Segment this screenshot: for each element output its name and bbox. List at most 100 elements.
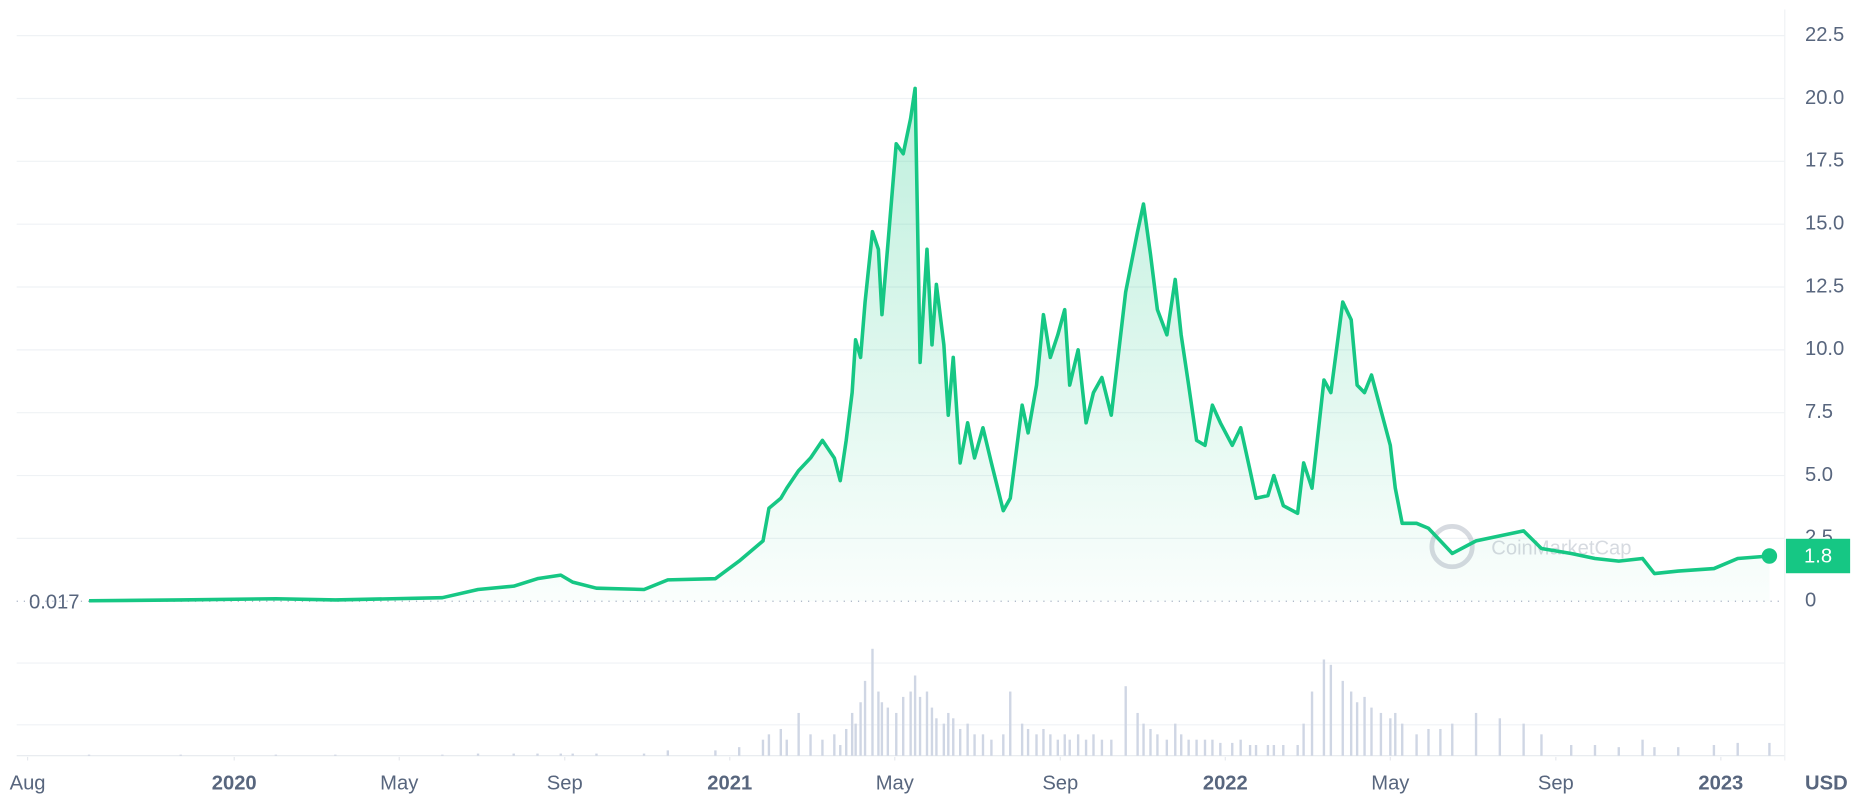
volume-bar <box>1355 702 1359 756</box>
volume-bar <box>1341 680 1344 756</box>
volume-bar <box>666 750 670 756</box>
volume-bar <box>1389 718 1392 756</box>
volume-bar <box>930 707 934 756</box>
volume-bar <box>1302 723 1305 756</box>
volume-bar <box>1379 712 1383 756</box>
volume-bar <box>913 675 917 756</box>
volume-bar <box>1617 747 1620 756</box>
volume-bar <box>1187 739 1190 756</box>
volume-bar <box>1712 745 1716 756</box>
volume-bar <box>1329 664 1333 756</box>
volume-bar <box>1296 745 1299 756</box>
volume-bar <box>925 691 929 756</box>
volume-bar <box>334 754 337 756</box>
volume-bar <box>909 691 912 756</box>
volume-bar <box>1110 739 1113 756</box>
watermark: CoinMarketCap <box>1429 524 1632 570</box>
x-tick-label: May <box>876 773 915 795</box>
volume-bar <box>179 754 182 756</box>
volume-bar <box>1063 734 1066 756</box>
volume-bar <box>981 734 985 756</box>
x-tick-label: May <box>1371 773 1410 795</box>
volume-bar <box>1427 728 1430 756</box>
volume-bar <box>512 753 515 756</box>
volume-bar <box>785 739 788 756</box>
volume-bar <box>1142 723 1145 756</box>
volume-bar <box>441 754 444 756</box>
volume-bar <box>1248 745 1252 756</box>
volume-bar <box>1020 723 1024 756</box>
volume-bar <box>1363 696 1366 756</box>
volume-bar <box>821 739 824 756</box>
y-tick-label: 5.0 <box>1805 464 1833 486</box>
volume-bar <box>1439 728 1442 756</box>
volume-bar <box>797 712 800 756</box>
volume-bar <box>1195 739 1198 756</box>
price-tag <box>1785 538 1851 574</box>
volume-bar <box>476 753 480 756</box>
y-tick-label: 10.0 <box>1805 338 1844 360</box>
volume-bar <box>809 734 812 756</box>
x-tick-label: Sep <box>1538 773 1574 795</box>
volume-bar <box>935 718 938 756</box>
volume-bar <box>1540 734 1543 756</box>
volume-bar <box>918 696 922 756</box>
x-tick-label: Sep <box>1042 773 1078 795</box>
volume-bar <box>1415 734 1418 756</box>
x-tick-label: 2020 <box>212 773 257 795</box>
volume-bar <box>854 723 857 756</box>
volume-bar <box>959 728 962 756</box>
y-tick-label: 15.0 <box>1805 213 1844 235</box>
volume-bar <box>850 712 854 756</box>
x-tick-label: 2021 <box>707 773 752 795</box>
price-line <box>89 86 1770 603</box>
volume-bar <box>1174 723 1177 756</box>
volume-bar <box>886 707 890 756</box>
volume-bar <box>1498 718 1502 756</box>
volume-bar <box>1149 728 1152 756</box>
volume-bar <box>947 712 950 756</box>
volume-bar <box>839 745 842 756</box>
volume-bar <box>595 753 598 756</box>
volume-bar <box>990 739 993 756</box>
volume-bar <box>1653 747 1656 756</box>
volume-bar <box>1068 739 1071 756</box>
volume-bar <box>1310 691 1314 756</box>
volume-bar <box>767 734 771 756</box>
volume-bar <box>1203 739 1207 756</box>
volume-bar <box>1322 659 1326 756</box>
volume-bar <box>1165 739 1169 756</box>
x-tick-label: 2022 <box>1203 773 1248 795</box>
volume-bar <box>1641 739 1644 756</box>
volume-bar <box>1049 734 1052 756</box>
volume-bar <box>1124 686 1127 756</box>
y-tick-label: 22.5 <box>1805 24 1844 46</box>
volume-bar <box>1266 745 1270 756</box>
volume-bar <box>571 753 574 756</box>
y-tick-label: 17.5 <box>1805 150 1844 172</box>
volume-bar <box>1211 739 1214 756</box>
volume-bar <box>1009 691 1012 756</box>
volume-bar <box>952 718 955 756</box>
last-point <box>1761 548 1778 564</box>
volume-bar <box>1231 742 1234 756</box>
volume-bar <box>1076 734 1080 756</box>
volume-bar <box>1768 742 1771 756</box>
volume-bar <box>1100 739 1104 756</box>
volume-bar <box>1677 747 1680 756</box>
volume-bar <box>737 747 741 756</box>
volume-bar <box>859 702 862 756</box>
volume-bar <box>1254 745 1258 756</box>
volume-bar <box>1136 712 1139 756</box>
volume-bar <box>895 712 898 756</box>
volume-bar <box>1180 734 1183 756</box>
volume-bar <box>536 753 539 756</box>
volume-bar <box>1056 739 1060 756</box>
start-price-label: 0.017 <box>29 592 80 614</box>
volume-bar <box>1084 739 1088 756</box>
y-tick-label: 7.5 <box>1805 401 1833 423</box>
volume-bar <box>87 754 91 756</box>
watermark-logo <box>1429 524 1475 570</box>
